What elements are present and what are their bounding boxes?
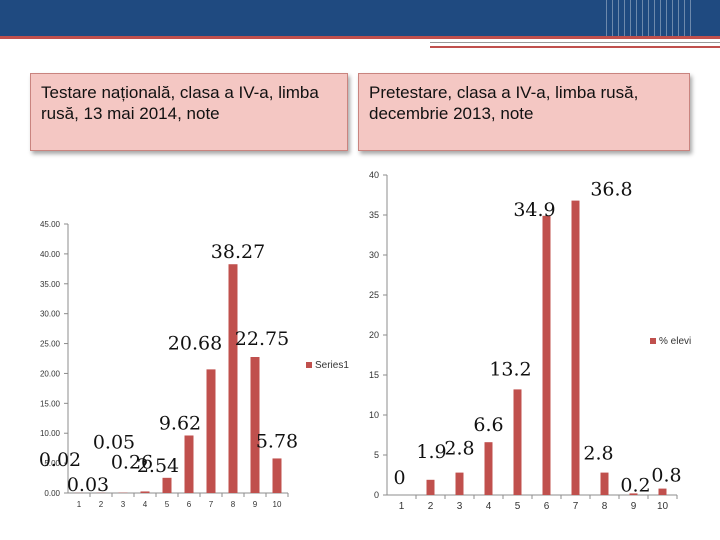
left-data-label: 0.26 [111, 451, 153, 473]
right-y-tick-label: 30 [369, 250, 379, 260]
right-bar [542, 215, 551, 496]
accent-line-short [430, 46, 720, 48]
left-chart-title: Testare națională, clasa a IV-a, limba r… [41, 83, 319, 123]
chart-national-test: 0.005.0010.0015.0020.0025.0030.0035.0040… [39, 220, 350, 509]
right-y-tick-label: 15 [369, 370, 379, 380]
right-data-label: 0.2 [620, 474, 650, 496]
right-x-tick-label: 7 [573, 501, 579, 512]
left-x-tick-label: 4 [143, 500, 148, 509]
left-y-tick-label: 10.00 [40, 429, 61, 438]
left-y-tick-label: 35.00 [40, 280, 61, 289]
left-bar [272, 458, 282, 493]
right-legend-swatch [650, 338, 656, 344]
left-bar [206, 369, 216, 493]
right-data-label: 34.9 [513, 199, 555, 221]
right-data-label: 36.8 [590, 179, 632, 201]
left-x-tick-label: 2 [99, 500, 104, 509]
left-data-label: 0.05 [93, 432, 135, 454]
right-data-label: 2.8 [444, 438, 474, 460]
left-y-tick-label: 25.00 [40, 340, 61, 349]
right-bar [513, 389, 522, 495]
left-x-tick-label: 3 [121, 500, 126, 509]
left-bar [184, 435, 194, 493]
right-x-tick-label: 5 [515, 501, 521, 512]
left-data-label: 2.54 [137, 455, 179, 477]
left-data-label: 0.03 [67, 474, 109, 496]
left-x-tick-label: 9 [253, 500, 258, 509]
right-y-tick-label: 10 [369, 410, 379, 420]
left-bar [250, 357, 260, 493]
right-x-tick-label: 1 [399, 501, 405, 512]
header-bar [0, 0, 720, 36]
left-y-tick-label: 30.00 [40, 310, 61, 319]
accent-line [0, 36, 720, 39]
right-y-tick-label: 5 [374, 450, 379, 460]
header-grid-decoration [606, 0, 696, 36]
right-data-label: 0.8 [651, 465, 681, 487]
right-data-label: 13.2 [489, 358, 531, 380]
right-x-tick-label: 6 [544, 501, 550, 512]
right-bar [571, 200, 580, 495]
left-data-label: 5.78 [256, 430, 298, 452]
right-bar [484, 442, 493, 495]
left-data-label: 22.75 [235, 328, 289, 350]
right-x-tick-label: 2 [428, 501, 434, 512]
right-legend-label: % elevi [659, 336, 691, 347]
right-y-tick-label: 25 [369, 290, 379, 300]
right-x-tick-label: 10 [657, 501, 669, 512]
left-data-label: 9.62 [159, 412, 201, 434]
right-bar [455, 472, 464, 495]
right-y-tick-label: 20 [369, 330, 379, 340]
left-x-tick-label: 7 [209, 500, 214, 509]
left-data-label: 0.02 [39, 449, 81, 471]
left-y-tick-label: 15.00 [40, 399, 61, 408]
right-bar [658, 488, 667, 495]
left-bar [228, 264, 238, 493]
right-y-tick-label: 0 [374, 490, 379, 500]
left-x-tick-label: 1 [77, 500, 82, 509]
right-x-tick-label: 9 [631, 501, 637, 512]
left-data-label: 38.27 [211, 241, 265, 263]
left-legend-label: Series1 [315, 360, 349, 371]
right-data-label: 6.6 [473, 414, 503, 436]
left-legend-swatch [306, 362, 312, 368]
left-data-label: 20.68 [168, 332, 222, 354]
right-y-tick-label: 35 [369, 210, 379, 220]
left-bar [162, 477, 172, 493]
left-chart-title-box: Testare națională, clasa a IV-a, limba r… [30, 73, 348, 151]
right-data-label: 1.9 [416, 441, 446, 463]
right-bar [600, 472, 609, 495]
left-y-tick-label: 20.00 [40, 369, 61, 378]
chart-pretest: 05101520253035401021.932.846.6513.2634.9… [369, 170, 691, 512]
left-y-tick-label: 5.00 [44, 459, 60, 468]
right-chart-title: Pretestare, clasa a IV-a, limba rusă, de… [369, 83, 639, 123]
left-y-tick-label: 0.00 [44, 489, 60, 498]
left-y-tick-label: 45.00 [40, 220, 61, 229]
right-data-label: 0 [393, 467, 405, 489]
right-data-label: 2.8 [583, 443, 613, 465]
left-bar [140, 491, 150, 493]
right-chart-title-box: Pretestare, clasa a IV-a, limba rusă, de… [358, 73, 690, 151]
right-x-tick-label: 3 [457, 501, 463, 512]
left-x-tick-label: 8 [231, 500, 236, 509]
right-bar [426, 479, 435, 495]
divider-line [430, 42, 720, 43]
right-x-tick-label: 4 [486, 501, 492, 512]
left-x-tick-label: 6 [187, 500, 192, 509]
left-x-tick-label: 10 [273, 500, 282, 509]
right-bar [629, 493, 638, 495]
right-y-tick-label: 40 [369, 170, 379, 180]
left-x-tick-label: 5 [165, 500, 170, 509]
right-x-tick-label: 8 [602, 501, 608, 512]
left-y-tick-label: 40.00 [40, 250, 61, 259]
